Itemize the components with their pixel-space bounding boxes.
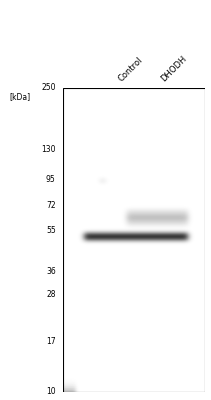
Text: 250: 250 (41, 84, 56, 92)
FancyBboxPatch shape (63, 390, 82, 394)
FancyBboxPatch shape (63, 147, 82, 152)
FancyBboxPatch shape (63, 88, 205, 392)
Text: 130: 130 (41, 145, 56, 154)
Text: 17: 17 (46, 337, 56, 346)
Text: 28: 28 (46, 290, 56, 299)
Text: 55: 55 (46, 226, 56, 236)
Text: 95: 95 (46, 175, 56, 184)
FancyBboxPatch shape (63, 203, 82, 208)
Text: Control: Control (116, 56, 144, 84)
Text: 36: 36 (46, 266, 56, 276)
FancyBboxPatch shape (63, 340, 82, 344)
FancyBboxPatch shape (63, 292, 82, 297)
FancyBboxPatch shape (63, 177, 82, 182)
FancyBboxPatch shape (63, 86, 82, 90)
FancyBboxPatch shape (63, 268, 82, 274)
Text: [kDa]: [kDa] (9, 92, 31, 102)
Text: 10: 10 (46, 388, 56, 396)
FancyBboxPatch shape (63, 228, 82, 234)
Text: 72: 72 (46, 201, 56, 210)
Text: DHODH: DHODH (159, 54, 188, 84)
